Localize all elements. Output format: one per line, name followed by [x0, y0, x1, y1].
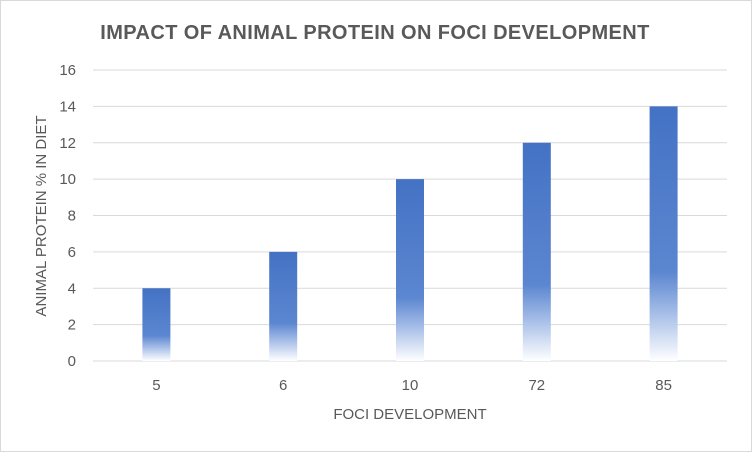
- y-axis-title: ANIMAL PROTEIN % IN DIET: [33, 115, 50, 316]
- x-tick-label: 72: [528, 377, 545, 394]
- y-tick-label: 10: [59, 171, 76, 188]
- y-tick-label: 12: [59, 135, 76, 152]
- y-tick-label: 16: [59, 62, 76, 79]
- y-tick-label: 4: [68, 280, 76, 297]
- bar-72: [522, 142, 551, 361]
- y-tick-label: 8: [68, 208, 76, 225]
- x-tick-label: 85: [655, 377, 672, 394]
- bar-10: [396, 179, 424, 361]
- chart-title: IMPACT OF ANIMAL PROTEIN ON FOCI DEVELOP…: [100, 22, 649, 44]
- y-tick-label: 14: [59, 98, 76, 115]
- x-tick-label: 6: [279, 377, 287, 394]
- y-tick-label: 2: [68, 317, 76, 334]
- y-axis-ticks: 0 2 4 6 8 10 12 14 16: [59, 62, 76, 370]
- x-axis-title: FOCI DEVELOPMENT: [333, 406, 486, 423]
- bars: [142, 106, 678, 361]
- x-axis-ticks: 5 6 10 72 85: [152, 377, 672, 394]
- y-tick-label: 6: [68, 244, 76, 261]
- x-tick-label: 10: [402, 377, 419, 394]
- bar-6: [269, 251, 298, 361]
- bar-5: [142, 288, 171, 361]
- x-tick-label: 5: [152, 377, 160, 394]
- bar-85: [649, 106, 678, 361]
- y-tick-label: 0: [68, 353, 76, 370]
